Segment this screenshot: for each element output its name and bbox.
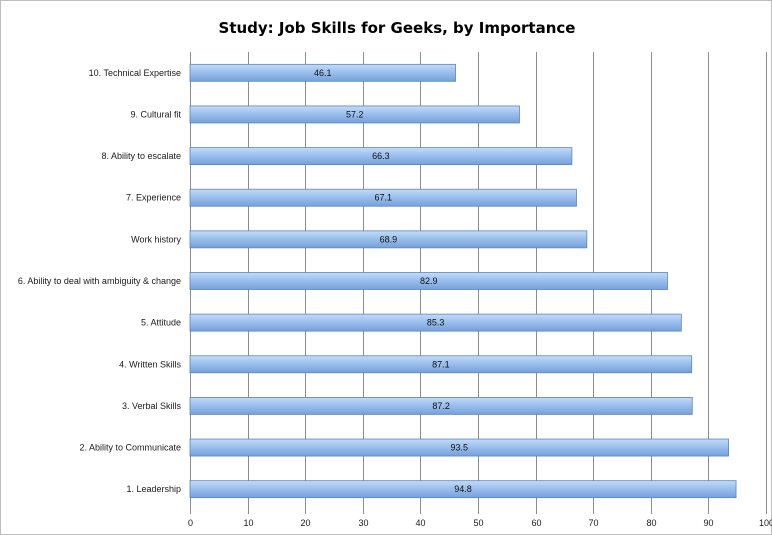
x-tick-label: 0 xyxy=(188,518,193,528)
bar xyxy=(189,272,668,290)
bar xyxy=(189,397,693,415)
data-label: 82.9 xyxy=(420,276,438,286)
category-label: 2. Ability to Communicate xyxy=(79,443,181,453)
x-tick-label: 80 xyxy=(646,518,656,528)
data-label: 57.2 xyxy=(346,109,364,119)
bar xyxy=(189,313,682,332)
x-tick-label: 20 xyxy=(300,518,310,528)
category-label: 9. Cultural fit xyxy=(130,109,181,119)
bar xyxy=(189,438,729,457)
category-label: 7. Experience xyxy=(126,193,181,203)
data-label: 87.2 xyxy=(432,401,450,411)
x-tick-label: 40 xyxy=(415,518,425,528)
value-labels: 46.1 57.2 66.3 67.1 68.9 82.9 85.3 87.1 87.2 93.5… xyxy=(314,68,472,494)
x-tick-label: 70 xyxy=(588,518,598,528)
bar xyxy=(189,105,520,124)
bar xyxy=(189,188,577,207)
category-label: 5. Attitude xyxy=(141,318,181,328)
data-label: 85.3 xyxy=(427,318,445,328)
x-tick-label: 100 xyxy=(759,518,772,528)
bar xyxy=(189,147,573,165)
bar xyxy=(189,480,737,499)
bar xyxy=(189,230,588,249)
category-label: 4. Written Skills xyxy=(119,359,181,369)
data-label: 68.9 xyxy=(380,234,398,244)
x-tick-labels: 0 10 20 30 40 50 60 70 80 90 100 xyxy=(188,518,772,528)
bar xyxy=(189,355,693,374)
category-label: Work history xyxy=(131,234,181,244)
chart-title: Study: Job Skills for Geeks, by Importan… xyxy=(219,19,576,37)
x-tick-label: 60 xyxy=(531,518,541,528)
x-tick-label: 50 xyxy=(473,518,483,528)
data-label: 94.8 xyxy=(454,484,472,494)
bar xyxy=(189,63,456,82)
x-tick-label: 10 xyxy=(243,518,253,528)
data-label: 66.3 xyxy=(372,151,390,161)
x-tick-label: 30 xyxy=(358,518,368,528)
data-label: 93.5 xyxy=(451,443,469,453)
category-label: 1. Leadership xyxy=(126,484,181,494)
category-label: 6. Ability to deal with ambiguity & chan… xyxy=(18,276,181,286)
data-label: 46.1 xyxy=(314,68,332,78)
category-label: 10. Technical Expertise xyxy=(89,68,181,78)
x-tick-label: 90 xyxy=(703,518,713,528)
data-label: 67.1 xyxy=(374,193,392,203)
bars xyxy=(189,63,737,499)
category-label: 8. Ability to escalate xyxy=(101,151,181,161)
category-label: 3. Verbal Skills xyxy=(122,401,182,411)
data-label: 87.1 xyxy=(432,359,450,369)
category-labels: 10. Technical Expertise 9. Cultural fit 8.… xyxy=(18,68,182,494)
